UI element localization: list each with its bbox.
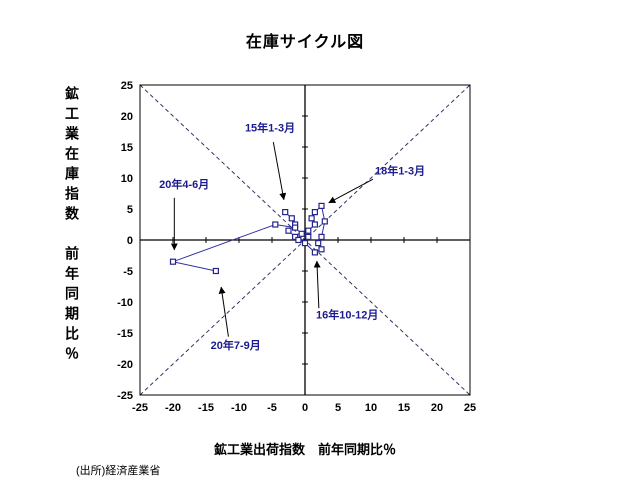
data-point: [288, 215, 295, 222]
data-point: [282, 209, 289, 216]
y-tick-label: -10: [117, 297, 133, 309]
annotation-label: 20年4-6月: [159, 177, 209, 191]
annotation-arrow: [313, 260, 321, 309]
data-point: [315, 240, 322, 247]
data-point: [292, 233, 299, 240]
data-point: [295, 236, 302, 244]
data-point: [212, 267, 219, 275]
x-tick-label: 5: [335, 402, 341, 414]
x-tick-label: -15: [198, 402, 214, 414]
data-point: [305, 233, 312, 240]
data-point: [311, 221, 318, 228]
data-point: [318, 246, 325, 253]
chart-title: 在庫サイクル図: [245, 34, 365, 51]
data-point: [308, 215, 315, 222]
x-tick-label: 10: [365, 402, 377, 414]
annotation-arrow: [328, 178, 374, 204]
y-axis-label-line2: 前年同期比％: [64, 246, 80, 366]
x-tick-label: 0: [302, 402, 308, 414]
y-axis-label-line1: 鉱工業在庫指数: [64, 86, 80, 226]
data-point: [298, 230, 305, 237]
annotation-label: 18年1-3月: [375, 163, 425, 177]
x-tick-label: -25: [132, 402, 148, 414]
y-tick-label: 20: [121, 111, 133, 123]
annotation-arrow: [218, 286, 229, 337]
y-tick-label: 5: [127, 204, 133, 216]
y-tick-label: 25: [121, 80, 133, 92]
x-axis-label: 鉱工業出荷指数 前年同期比％: [213, 442, 396, 457]
data-point: [311, 249, 318, 256]
y-tick-label: 0: [127, 235, 133, 247]
annotation-label: 15年1-3月: [245, 121, 295, 135]
data-point: [272, 221, 279, 228]
x-tick-label: -5: [267, 402, 277, 414]
y-tick-label: -15: [117, 328, 133, 340]
y-tick-label: 15: [121, 142, 133, 154]
x-tick-label: -10: [231, 402, 247, 414]
x-tick-label: 15: [398, 402, 410, 414]
source-note: (出所)経済産業省: [76, 465, 161, 477]
data-point: [305, 227, 312, 234]
data-point: [311, 209, 318, 216]
y-tick-label: -5: [123, 266, 133, 278]
series-line: [171, 204, 326, 272]
y-tick-label: 10: [121, 173, 133, 185]
annotation-label: 16年10-12月: [316, 308, 378, 322]
x-tick-label: 25: [464, 402, 476, 414]
data-point: [318, 233, 325, 240]
data-point: [318, 202, 325, 209]
data-point: [321, 218, 328, 225]
y-tick-label: -20: [117, 359, 133, 371]
annotation-label: 20年7-9月: [211, 338, 261, 352]
data-point: [285, 227, 292, 234]
data-point: [301, 240, 309, 247]
annotation-arrow: [272, 141, 287, 201]
x-tick-label: -20: [165, 402, 181, 414]
y-tick-label: -25: [117, 390, 133, 402]
data-point: [292, 224, 299, 231]
x-tick-label: 20: [431, 402, 443, 414]
data-point: [169, 258, 177, 265]
